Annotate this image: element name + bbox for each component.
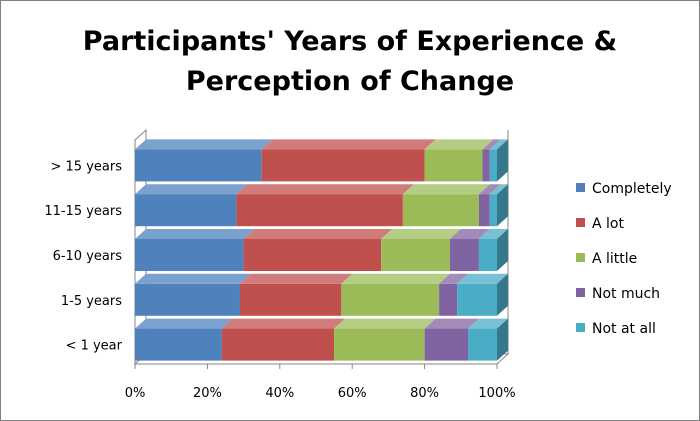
bar-0-0 bbox=[135, 328, 222, 361]
bar-4-0-top bbox=[135, 139, 273, 150]
bar-3-1-top bbox=[236, 184, 414, 195]
bar-4-4 bbox=[489, 149, 497, 182]
bar-2-4-top bbox=[478, 229, 508, 239]
bar-3-1 bbox=[236, 194, 403, 227]
y-tick-label-1: 1-5 years bbox=[61, 294, 122, 309]
y-tick-label-4: > 15 years bbox=[51, 159, 123, 174]
bar-0-1-top bbox=[221, 318, 346, 329]
bar-4-4-top bbox=[489, 139, 508, 150]
x-tick-label-2: 40% bbox=[265, 386, 294, 401]
y-tick-label-2: 6-10 years bbox=[53, 249, 123, 264]
bar-4-2-top bbox=[424, 139, 494, 150]
chart-title-line-1: Participants' Years of Experience & bbox=[82, 26, 618, 57]
bar-4-2 bbox=[424, 149, 483, 182]
bar-0-2-top bbox=[334, 318, 436, 329]
bar-0-0-top bbox=[135, 318, 233, 329]
legend-label-2: A little bbox=[592, 251, 637, 267]
legend-swatch-1 bbox=[576, 218, 585, 227]
bar-3-0 bbox=[135, 194, 237, 227]
bar-1-4-end bbox=[497, 273, 508, 316]
bar-3-3 bbox=[478, 194, 490, 227]
bar-1-2 bbox=[341, 283, 440, 316]
bar-2-0-top bbox=[135, 229, 255, 239]
legend-label-4: Not at all bbox=[592, 321, 656, 337]
bar-3-0-top bbox=[135, 184, 248, 195]
bar-2-1 bbox=[243, 239, 382, 271]
x-tick-label-1: 20% bbox=[193, 386, 222, 401]
x-tick-label-0: 0% bbox=[125, 386, 146, 401]
legend-swatch-2 bbox=[576, 253, 585, 262]
bar-4-0 bbox=[135, 149, 262, 182]
legend-swatch-3 bbox=[576, 288, 585, 297]
bar-1-3-top bbox=[439, 273, 469, 284]
bar-2-2-top bbox=[381, 229, 461, 239]
bar-2-3 bbox=[449, 239, 479, 271]
x-tick-label-3: 60% bbox=[338, 386, 367, 401]
chart-title: Participants' Years of Experience & Perc… bbox=[0, 22, 700, 102]
bar-1-3 bbox=[439, 283, 458, 316]
bar-0-3-top bbox=[424, 318, 480, 329]
bar-1-0-top bbox=[135, 273, 251, 284]
bar-1-4-top bbox=[457, 273, 508, 284]
bar-3-3-top bbox=[478, 184, 501, 195]
legend-swatch-4 bbox=[576, 323, 585, 332]
bar-3-4-top bbox=[489, 184, 508, 195]
bar-0-4 bbox=[468, 328, 497, 361]
bar-4-1-top bbox=[261, 139, 436, 150]
bar-0-4-end bbox=[497, 318, 508, 361]
bar-0-1 bbox=[221, 328, 335, 361]
bar-0-3 bbox=[424, 328, 469, 361]
bar-0-4-top bbox=[468, 318, 508, 329]
legend-label-1: A lot bbox=[592, 216, 624, 232]
bar-1-0 bbox=[135, 283, 240, 316]
bar-0-2 bbox=[334, 328, 425, 361]
bar-2-1-top bbox=[243, 229, 393, 239]
bar-3-4-end bbox=[497, 184, 508, 227]
bar-1-1-top bbox=[239, 273, 353, 284]
x-tick-label-5: 100% bbox=[478, 386, 515, 401]
y-tick-label-0: < 1 year bbox=[66, 339, 123, 354]
bar-2-4 bbox=[478, 239, 497, 271]
bar-2-3-top bbox=[449, 229, 490, 239]
bar-2-0 bbox=[135, 239, 244, 271]
bar-4-4-end bbox=[497, 139, 508, 182]
bar-1-2-top bbox=[341, 273, 451, 284]
x-tick-label-4: 80% bbox=[410, 386, 439, 401]
legend-label-0: Completely bbox=[592, 181, 672, 197]
legend-swatch-0 bbox=[576, 183, 585, 192]
bar-2-2 bbox=[381, 239, 450, 271]
legend-label-3: Not much bbox=[592, 286, 660, 302]
bar-1-4 bbox=[457, 283, 497, 316]
bar-3-2-top bbox=[402, 184, 490, 195]
bar-3-4 bbox=[489, 194, 497, 227]
bar-2-4-end bbox=[497, 229, 508, 271]
bar-1-1 bbox=[239, 283, 342, 316]
y-tick-label-3: 11-15 years bbox=[44, 204, 122, 219]
bar-4-1 bbox=[261, 149, 425, 182]
bar-4-3 bbox=[482, 149, 490, 182]
chart-title-line-2: Perception of Change bbox=[185, 66, 515, 97]
bar-4-3-top bbox=[482, 139, 501, 150]
bar-3-2 bbox=[402, 194, 479, 227]
